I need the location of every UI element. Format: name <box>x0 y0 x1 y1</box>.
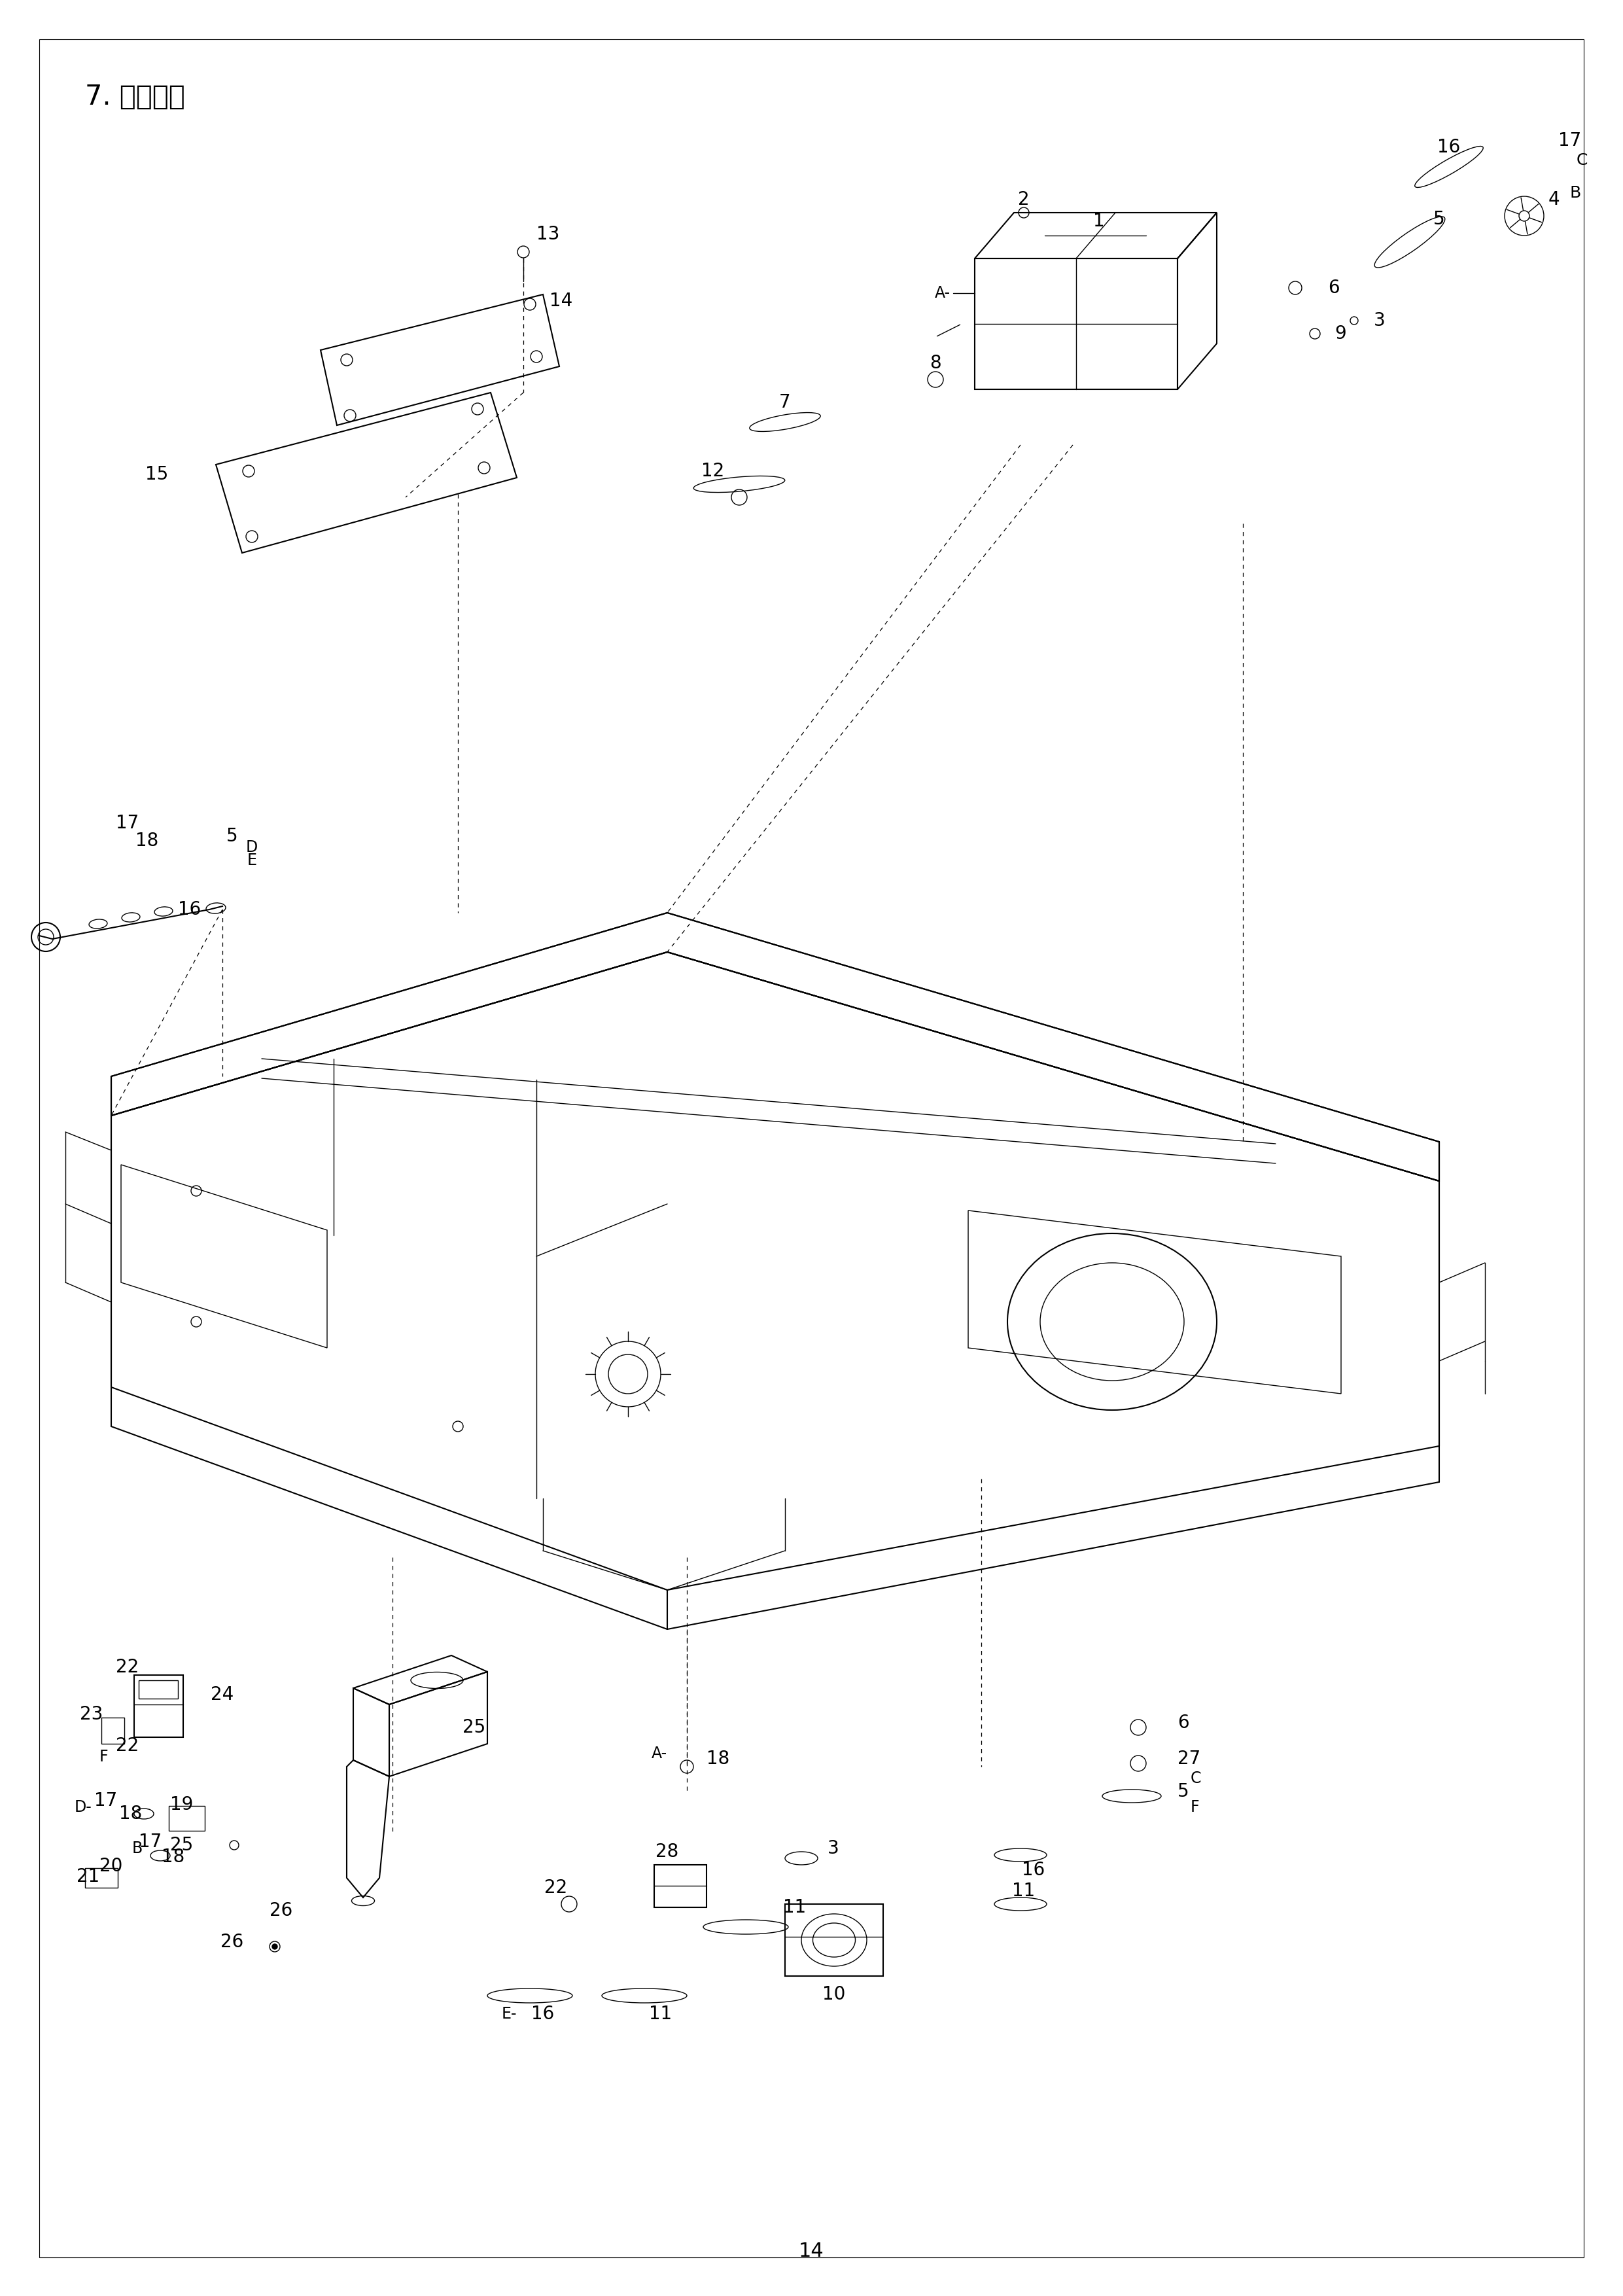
Text: E: E <box>247 852 256 868</box>
Bar <box>101 1717 125 1743</box>
Text: D: D <box>247 840 258 854</box>
Text: 5: 5 <box>227 827 239 845</box>
Text: 18: 18 <box>136 831 159 850</box>
Bar <box>135 1676 183 1738</box>
Bar <box>138 1681 179 1699</box>
Text: 17: 17 <box>1558 131 1581 149</box>
Text: 3: 3 <box>1373 312 1386 331</box>
Text: 25: 25 <box>170 1837 193 1855</box>
Text: 17: 17 <box>94 1791 117 1809</box>
Text: 21: 21 <box>76 1867 101 1885</box>
Text: 17: 17 <box>140 1832 162 1851</box>
Text: 16: 16 <box>1022 1860 1045 1878</box>
Text: A-: A- <box>935 285 951 301</box>
Text: 2: 2 <box>1018 191 1029 209</box>
Text: 26: 26 <box>221 1933 243 1952</box>
Text: 22: 22 <box>115 1658 140 1676</box>
Text: 22: 22 <box>544 1878 568 1896</box>
Text: C: C <box>1191 1770 1201 1786</box>
Text: 11: 11 <box>649 2004 672 2023</box>
Text: 9: 9 <box>1334 324 1345 342</box>
Text: 5: 5 <box>1178 1782 1190 1800</box>
Text: B: B <box>1569 186 1581 200</box>
Text: 1: 1 <box>1094 211 1105 230</box>
Text: 12: 12 <box>701 461 724 480</box>
Circle shape <box>273 1945 278 1949</box>
Text: 26: 26 <box>269 1901 292 1919</box>
Text: 18: 18 <box>120 1805 143 1823</box>
Text: 18: 18 <box>162 1848 185 1867</box>
Bar <box>169 1807 204 1830</box>
Text: C: C <box>1576 152 1587 168</box>
Text: 16: 16 <box>179 900 201 918</box>
Bar <box>84 1869 118 1887</box>
Text: 14: 14 <box>799 2241 824 2259</box>
Text: 3: 3 <box>828 1839 839 1857</box>
Text: F: F <box>99 1750 107 1766</box>
Text: 14: 14 <box>550 292 573 310</box>
Text: 5: 5 <box>1433 209 1444 227</box>
Text: 13: 13 <box>537 225 560 243</box>
Text: E-: E- <box>502 2007 516 2023</box>
Text: 8: 8 <box>930 354 941 372</box>
Text: 11: 11 <box>1013 1883 1035 1901</box>
Text: 23: 23 <box>80 1706 104 1724</box>
Text: 10: 10 <box>823 1986 846 2004</box>
Text: 18: 18 <box>706 1750 730 1768</box>
Text: 7: 7 <box>779 393 790 411</box>
Text: 6: 6 <box>1178 1713 1190 1731</box>
Text: 25: 25 <box>463 1717 485 1736</box>
Bar <box>654 1864 706 1908</box>
Text: 16: 16 <box>531 2004 555 2023</box>
Text: 7. 润滑部件: 7. 润滑部件 <box>84 83 185 110</box>
Text: D-: D- <box>75 1800 91 1816</box>
Text: 17: 17 <box>115 815 140 831</box>
Text: 11: 11 <box>784 1899 807 1917</box>
Text: 24: 24 <box>211 1685 234 1704</box>
Text: 19: 19 <box>170 1795 193 1814</box>
Text: 28: 28 <box>656 1844 678 1860</box>
Text: 4: 4 <box>1548 191 1560 209</box>
Text: 20: 20 <box>99 1857 123 1876</box>
Text: B: B <box>131 1841 143 1855</box>
Text: 22: 22 <box>115 1736 140 1754</box>
Text: 15: 15 <box>146 466 169 484</box>
Text: 27: 27 <box>1178 1750 1201 1768</box>
Text: F: F <box>1191 1800 1199 1816</box>
Text: 16: 16 <box>1438 138 1461 156</box>
Text: A-: A- <box>651 1745 667 1761</box>
Text: 6: 6 <box>1328 278 1339 296</box>
